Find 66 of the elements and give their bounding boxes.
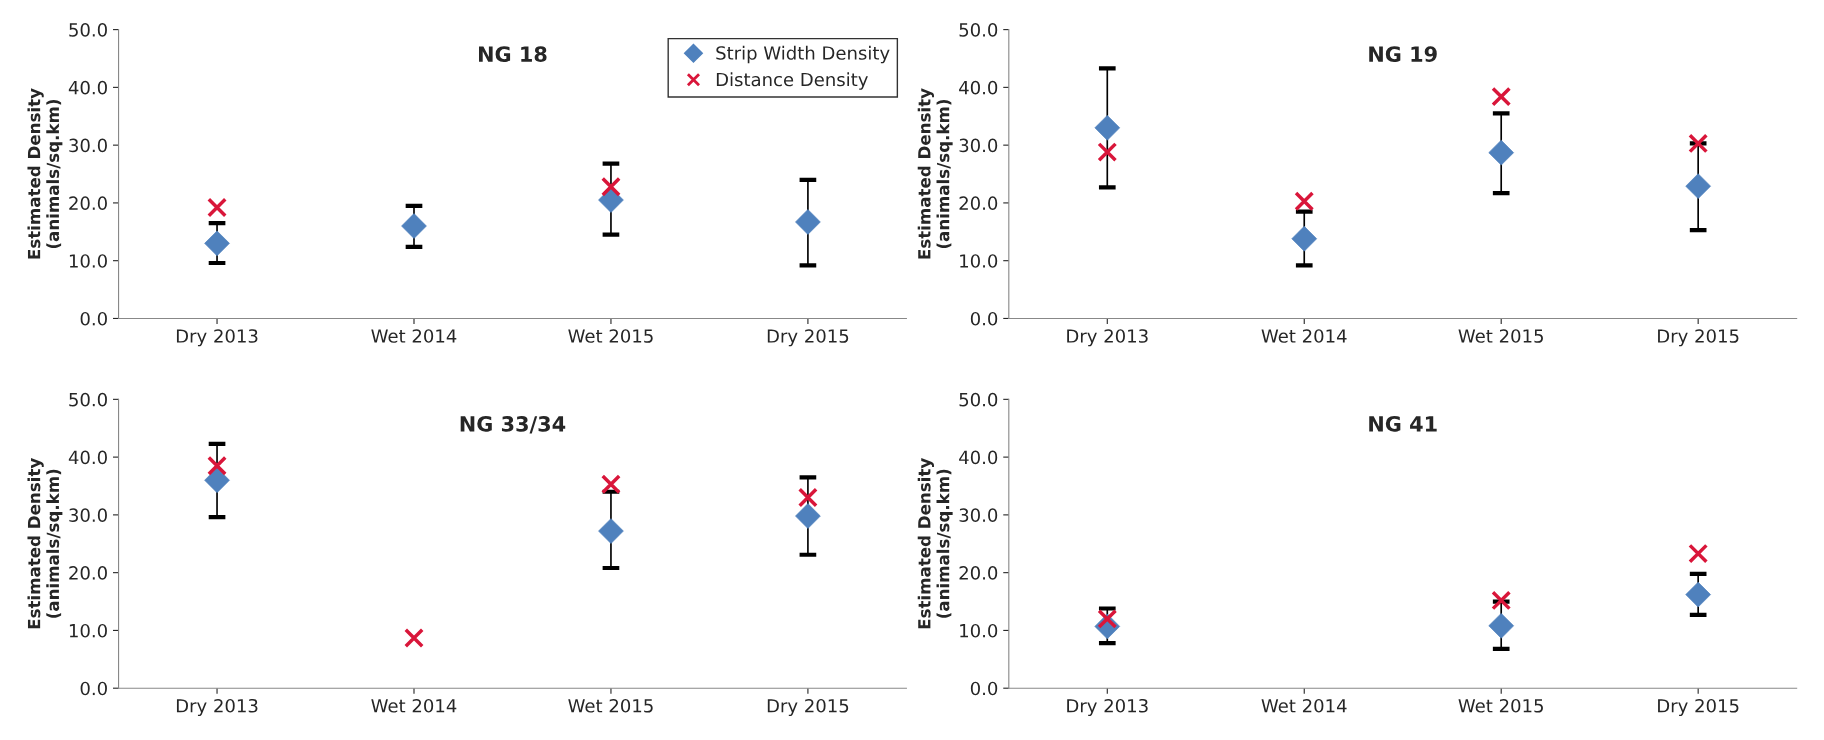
text: NG 19: [1369, 46, 1437, 62]
y-tick-label: 20.0: [959, 566, 998, 580]
y-tick-label: 50.0: [959, 392, 998, 407]
x-tick-label: Wet 2014: [371, 329, 457, 343]
y-tick-label: 0.0: [970, 681, 998, 696]
y-tick-label: 50.0: [69, 392, 107, 407]
y-tick-label: 40.0: [68, 450, 107, 465]
y-tick-label: 50.0: [69, 23, 107, 37]
point: [1491, 590, 1512, 611]
x-tick-label: Dry 2013: [1067, 698, 1148, 717]
x-tick-label: Dry 2015: [767, 329, 849, 347]
x-tick-label: Wet 2015: [1458, 698, 1543, 713]
y-tick-label: 10.0: [69, 623, 107, 638]
x-tick-label: Wet 2015: [568, 698, 653, 713]
y-tick-label: 0.0: [970, 311, 998, 326]
text: NG 41: [1369, 415, 1437, 432]
x-tick-label: Dry 2015: [1658, 329, 1739, 347]
point: [598, 518, 624, 544]
y-axis-title: Estimated Density (animals/sq.km): [917, 88, 953, 259]
x-tick-label: Wet 2014: [371, 698, 457, 713]
y-tick-label: 30.0: [959, 508, 998, 522]
point: [1294, 191, 1315, 212]
x-tick-label: Dry 2015: [767, 698, 849, 717]
y-axis-title: Estimated Density (animals/sq.km): [27, 88, 63, 259]
y-tick-label: 50.0: [959, 23, 998, 37]
y-tick-label: 10.0: [960, 254, 998, 268]
point: [1097, 142, 1118, 163]
x-tick-label: Wet 2015: [568, 329, 653, 343]
y-axis-title: Estimated Density (animals/sq.km): [27, 458, 63, 629]
x-tick-label: Dry 2013: [1067, 329, 1148, 347]
point: [1488, 613, 1514, 639]
y-tick-label: 20.0: [69, 196, 107, 211]
y-axis-title: Estimated Density (animals/sq.km): [917, 458, 953, 629]
legend-label: Strip Width Density: [716, 45, 890, 64]
point: [1094, 115, 1121, 141]
y-tick-label: 30.0: [959, 138, 998, 153]
point: [1491, 86, 1512, 107]
point: [404, 627, 424, 648]
y-tick-label: 0.0: [80, 681, 107, 696]
point: [207, 455, 227, 476]
y-tick-label: 40.0: [68, 80, 107, 95]
y-tick-label: 20.0: [959, 196, 998, 211]
point: [1291, 225, 1318, 252]
point: [1688, 543, 1709, 564]
point: [207, 197, 227, 218]
point: [1688, 133, 1709, 154]
y-tick-label: 20.0: [69, 566, 107, 580]
x-tick-label: Dry 2015: [1658, 698, 1739, 717]
x-tick-label: Dry 2013: [176, 329, 258, 347]
x-tick-label: Wet 2014: [1261, 329, 1347, 343]
point: [601, 176, 621, 197]
y-tick-label: 30.0: [69, 138, 107, 153]
y-tick-label: 10.0: [69, 254, 107, 268]
point: [797, 487, 818, 508]
point: [601, 474, 621, 495]
x-tick-label: Wet 2015: [1458, 329, 1543, 343]
x-tick-label: Dry 2013: [176, 698, 258, 717]
x-tick-label: Wet 2014: [1261, 698, 1347, 713]
y-tick-label: 10.0: [960, 623, 998, 638]
y-tick-label: 40.0: [959, 80, 998, 95]
y-tick-label: 0.0: [80, 311, 107, 326]
y-tick-label: 30.0: [69, 508, 107, 522]
legend-label: Distance Density: [716, 72, 868, 90]
text: NG 33/34: [460, 415, 566, 434]
text: NG 18: [479, 46, 547, 62]
y-tick-label: 40.0: [959, 450, 998, 465]
